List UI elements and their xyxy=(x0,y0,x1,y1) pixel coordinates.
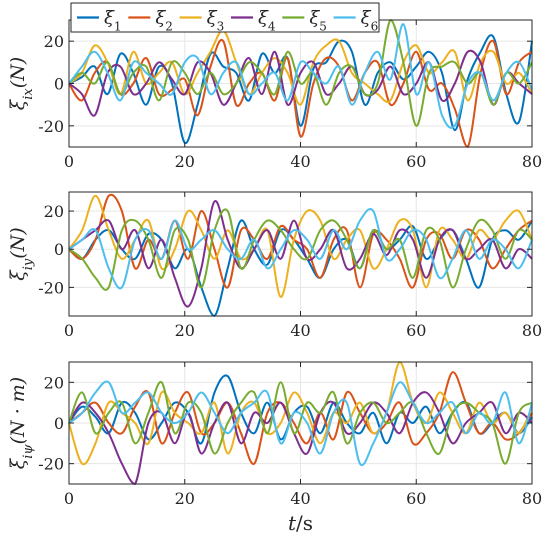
y-tick-label: 20 xyxy=(44,202,64,221)
y-tick-label: -20 xyxy=(38,278,64,297)
legend-entry-4: ξ4 xyxy=(231,8,276,34)
series-line-5 xyxy=(68,208,533,291)
x-tick-label: 0 xyxy=(64,152,74,171)
x-tick-label: 20 xyxy=(175,489,195,508)
series-line-4 xyxy=(68,49,533,117)
legend-entry-2: ξ2 xyxy=(128,8,173,34)
x-tick-label: 80 xyxy=(522,321,542,340)
legend-entry-6: ξ6 xyxy=(333,8,379,34)
series-line-4 xyxy=(68,200,533,308)
legend-label: ξ6 xyxy=(361,8,379,34)
series-line-3 xyxy=(68,361,533,466)
y-tick-label: 0 xyxy=(54,414,64,433)
x-tick-label: 60 xyxy=(406,321,426,340)
legend-entry-1: ξ1 xyxy=(77,8,122,34)
series-line-6 xyxy=(68,23,533,129)
x-tick-label: 0 xyxy=(64,321,74,340)
legend: ξ1 ξ2 ξ3 ξ4 ξ5 ξ6 xyxy=(70,2,380,34)
y-tick-label: -20 xyxy=(38,455,64,474)
series-line-6 xyxy=(68,380,533,467)
x-tick-label: 20 xyxy=(175,321,195,340)
y-axis-label: ξix(N) xyxy=(7,57,36,110)
y-axis-label: ξiψ(N · m) xyxy=(7,377,36,469)
x-tick-label: 60 xyxy=(406,489,426,508)
y-tick-label: 20 xyxy=(44,32,64,51)
x-tick-label: 40 xyxy=(290,152,310,171)
y-tick-label: 0 xyxy=(54,240,64,259)
series-line-2 xyxy=(68,38,533,148)
x-tick-label: 40 xyxy=(290,321,310,340)
legend-label: ξ2 xyxy=(155,8,173,34)
x-tick-label: 40 xyxy=(290,489,310,508)
legend-box xyxy=(70,2,380,33)
series-line-5 xyxy=(68,381,533,465)
x-tick-label: 20 xyxy=(175,152,195,171)
x-tick-label: 80 xyxy=(522,152,542,171)
x-tick-label: 0 xyxy=(64,489,74,508)
series-line-1 xyxy=(68,34,533,144)
y-tick-label: -20 xyxy=(38,117,64,136)
legend-entry-5: ξ5 xyxy=(282,8,327,34)
x-tick-label: 80 xyxy=(522,489,542,508)
y-tick-label: 20 xyxy=(44,373,64,392)
x-axis-label: t/s xyxy=(288,511,313,535)
series-line-6 xyxy=(68,208,533,290)
y-axis-label: ξiy(N) xyxy=(7,227,36,280)
series-line-4 xyxy=(68,391,533,485)
legend-label: ξ1 xyxy=(104,8,122,34)
x-tick-label: 60 xyxy=(406,152,426,171)
series-line-5 xyxy=(68,19,533,127)
legend-label: ξ3 xyxy=(207,8,225,34)
legend-label: ξ5 xyxy=(309,8,327,34)
y-tick-label: 0 xyxy=(54,75,64,94)
series-line-3 xyxy=(68,194,533,298)
legend-entry-3: ξ3 xyxy=(179,8,225,34)
legend-label: ξ4 xyxy=(258,8,276,34)
